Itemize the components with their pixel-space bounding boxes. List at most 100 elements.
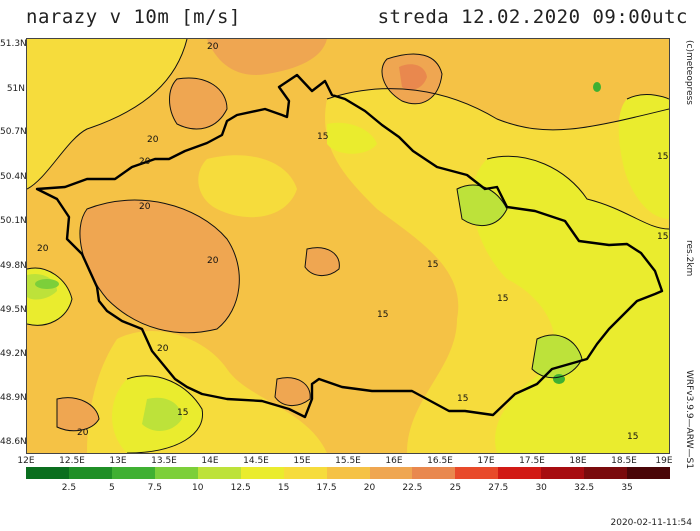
- color-legend: [26, 467, 671, 479]
- legend-swatch: [455, 467, 499, 479]
- lat-label: 50.1N: [0, 216, 27, 226]
- valid-time: streda 12.02.2020 09:00utc: [377, 6, 688, 28]
- lon-label: 14E: [201, 456, 219, 466]
- contour-label: 20: [207, 42, 219, 52]
- legend-swatch: [498, 467, 542, 479]
- contour-label: 20: [77, 428, 89, 438]
- legend-swatch: [412, 467, 456, 479]
- contour-value-labels: 20 20 20 20 20 20 20 20 15 15 15 15 15 1…: [37, 42, 668, 442]
- lat-label: 49.5N: [0, 305, 27, 315]
- legend-swatch: [541, 467, 585, 479]
- contour-label: 20: [207, 256, 219, 266]
- generation-timestamp: 2020-02-11-11:54: [610, 518, 693, 528]
- legend-label: 25: [449, 483, 462, 493]
- lon-label: 12E: [17, 456, 35, 466]
- legend-label: 30: [535, 483, 547, 493]
- lon-label: 17.5E: [519, 456, 545, 466]
- gust-field-10: [457, 185, 507, 226]
- lon-label: 16.5E: [427, 456, 453, 466]
- model-text: WRFv3.9.9—ARW—S1: [684, 370, 694, 469]
- legend-label: 22.5: [402, 483, 423, 493]
- map-canvas: 20 20 20 20 20 20 20 20 15 15 15 15 15 1…: [27, 39, 669, 453]
- credit-text: (c)meteopress: [684, 40, 694, 105]
- lon-label: 13E: [109, 456, 127, 466]
- lat-label: 49.8N: [0, 261, 27, 271]
- gust-field-12: [327, 122, 377, 154]
- contour-label: 15: [657, 232, 668, 242]
- gust-map: 20 20 20 20 20 20 20 20 15 15 15 15 15 1…: [26, 38, 670, 454]
- legend-label: 7.5: [147, 483, 162, 493]
- lon-label: 13.5E: [151, 456, 177, 466]
- lat-label: 49.2N: [0, 349, 27, 359]
- contour-label: 15: [627, 432, 638, 442]
- contour-label: 20: [157, 344, 169, 354]
- lon-label: 17E: [477, 456, 495, 466]
- gust-field-10: [532, 335, 582, 378]
- gust-field-12: [618, 94, 669, 219]
- contour-lines: [27, 39, 669, 453]
- legend-label: 10: [191, 483, 204, 493]
- legend-swatch: [283, 467, 327, 479]
- lat-label: 48.9N: [0, 393, 27, 403]
- gust-field-22: [57, 397, 99, 431]
- map-title: narazy v 10m [m/s]: [26, 6, 241, 28]
- legend-label: 20: [363, 483, 376, 493]
- lon-label: 19E: [655, 456, 673, 466]
- gust-field-22: [275, 377, 311, 406]
- legend-label: 35: [621, 483, 633, 493]
- gust-field-22: [79, 200, 240, 333]
- gust-field-7: [593, 82, 601, 92]
- contour-label: 20: [139, 157, 151, 167]
- legend-label: 15: [277, 483, 290, 493]
- contour-label: 15: [497, 294, 508, 304]
- gust-field-7: [35, 279, 59, 289]
- contour-label: 20: [37, 244, 49, 254]
- legend-swatch: [197, 467, 241, 479]
- lat-label: 50.7N: [0, 127, 27, 137]
- legend-swatch: [154, 467, 198, 479]
- lon-label: 15E: [293, 456, 311, 466]
- country-border: [35, 73, 664, 419]
- contour-label: 20: [147, 135, 159, 145]
- gust-field-22: [169, 78, 227, 129]
- legend-swatch: [26, 467, 69, 479]
- gust-field-22: [305, 247, 340, 276]
- legend-label: 32.5: [574, 483, 595, 493]
- lon-label: 15.5E: [335, 456, 361, 466]
- legend-swatch: [240, 467, 284, 479]
- gust-field-12: [472, 156, 669, 453]
- contour-label: 15: [317, 132, 328, 142]
- lon-label: 18E: [569, 456, 587, 466]
- contour-label: 15: [457, 394, 468, 404]
- lat-label: 51N: [6, 84, 25, 94]
- legend-label: 2.5: [61, 483, 77, 493]
- legend-swatch: [111, 467, 155, 479]
- contour-label: 15: [177, 408, 188, 418]
- contour-label: 15: [377, 310, 388, 320]
- gust-field-22: [207, 39, 327, 75]
- legend-swatch: [326, 467, 370, 479]
- gust-field-10: [142, 397, 182, 431]
- legend-label: 27.5: [488, 483, 509, 493]
- gust-field-22: [399, 64, 427, 90]
- legend-swatch: [627, 467, 671, 479]
- lon-label: 12.5E: [59, 456, 85, 466]
- resolution-text: res.2km: [684, 240, 694, 277]
- gust-field-15: [27, 39, 187, 189]
- lon-label: 14.5E: [243, 456, 269, 466]
- legend-swatch: [584, 467, 628, 479]
- lat-label: 50.4N: [0, 172, 27, 182]
- contour-label: 15: [427, 260, 438, 270]
- legend-swatch: [68, 467, 112, 479]
- contour-label: 20: [139, 202, 151, 212]
- legend-label: 12.5: [230, 483, 251, 493]
- lon-label: 18.5E: [611, 456, 637, 466]
- contour-label: 15: [657, 152, 668, 162]
- lat-label: 51.3N: [0, 39, 27, 49]
- legend-swatch: [369, 467, 413, 479]
- legend-label: 17.5: [316, 483, 337, 493]
- legend-label: 5: [108, 483, 115, 493]
- gust-field-15: [198, 155, 297, 218]
- lat-label: 48.6N: [0, 437, 27, 447]
- lon-label: 16E: [385, 456, 403, 466]
